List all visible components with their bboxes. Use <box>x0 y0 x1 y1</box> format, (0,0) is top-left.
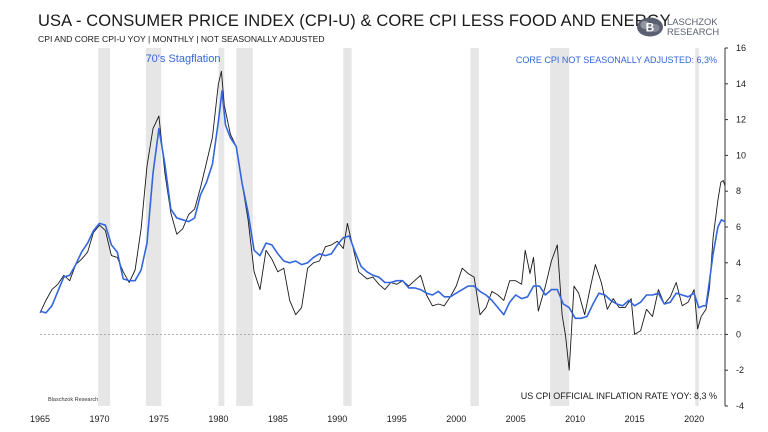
series-lines <box>39 70 726 371</box>
x-tick-label: 2010 <box>565 414 585 424</box>
x-tick-label: 1990 <box>327 414 347 424</box>
y-axis: 16 14 12 10 8 6 4 2 0 -2 -4 <box>724 43 746 411</box>
recession-band-5 <box>343 48 352 406</box>
brain-logo-icon: B <box>637 17 663 37</box>
y-tick-label: 6 <box>736 222 741 232</box>
logo-line-1: LASCHZOK <box>667 16 718 27</box>
chart-title: USA - CONSUMER PRICE INDEX (CPI-U) & COR… <box>38 12 671 30</box>
recession-band-3 <box>218 48 225 406</box>
y-tick-label: -2 <box>736 365 744 375</box>
recession-band-7 <box>550 48 570 406</box>
recession-band-6 <box>470 48 479 406</box>
y-tick-label: 4 <box>736 258 741 268</box>
y-tick-label: 12 <box>736 115 746 125</box>
source-label: Blaschzok Research <box>48 397 98 403</box>
stagflation-annotation: 70's Stagflation <box>146 53 221 65</box>
x-tick-label: 1995 <box>387 414 407 424</box>
recession-band-4 <box>236 48 253 406</box>
y-tick-label: 0 <box>736 329 741 339</box>
recession-bands <box>98 48 699 406</box>
x-tick-label: 1970 <box>89 414 109 424</box>
brand-logo: B LASCHZOK RESEARCH <box>636 16 724 38</box>
x-tick-label: 1975 <box>149 414 169 424</box>
y-tick-label: -4 <box>736 401 744 411</box>
y-tick-label: 10 <box>736 150 746 160</box>
core-cpi-label: CORE CPI NOT SEASONALLY ADJUSTED: 6,3% <box>516 55 717 65</box>
x-tick-label: 1980 <box>208 414 228 424</box>
x-tick-label: 1965 <box>30 414 50 424</box>
y-tick-label: 8 <box>736 186 741 196</box>
recession-band-8 <box>695 48 699 406</box>
x-tick-label: 2015 <box>625 414 645 424</box>
logo-text: LASCHZOK RESEARCH <box>667 17 719 36</box>
logo-line-2: RESEARCH <box>667 25 720 37</box>
x-tick-label: 2000 <box>446 414 466 424</box>
y-tick-label: 2 <box>736 294 741 304</box>
y-tick-label: 14 <box>736 79 746 89</box>
cpi-rate-label: US CPI OFFICIAL INFLATION RATE YOY: 8,3 … <box>521 391 717 401</box>
x-tick-label: 2020 <box>684 414 704 424</box>
logo-mark: B <box>646 21 655 35</box>
x-tick-label: 2005 <box>506 414 526 424</box>
chart-subtitle: CPI AND CORE CPI-U YOY | MONTHLY | NOT S… <box>38 34 325 44</box>
recession-band-1 <box>98 48 111 406</box>
core-cpi-line <box>39 90 726 320</box>
x-tick-label: 1985 <box>268 414 288 424</box>
y-tick-label: 16 <box>736 43 746 53</box>
x-axis-ticks: 1965 1970 1975 1980 1985 1990 1995 2000 2005 2010… <box>30 414 704 424</box>
cpi-line <box>39 70 726 371</box>
